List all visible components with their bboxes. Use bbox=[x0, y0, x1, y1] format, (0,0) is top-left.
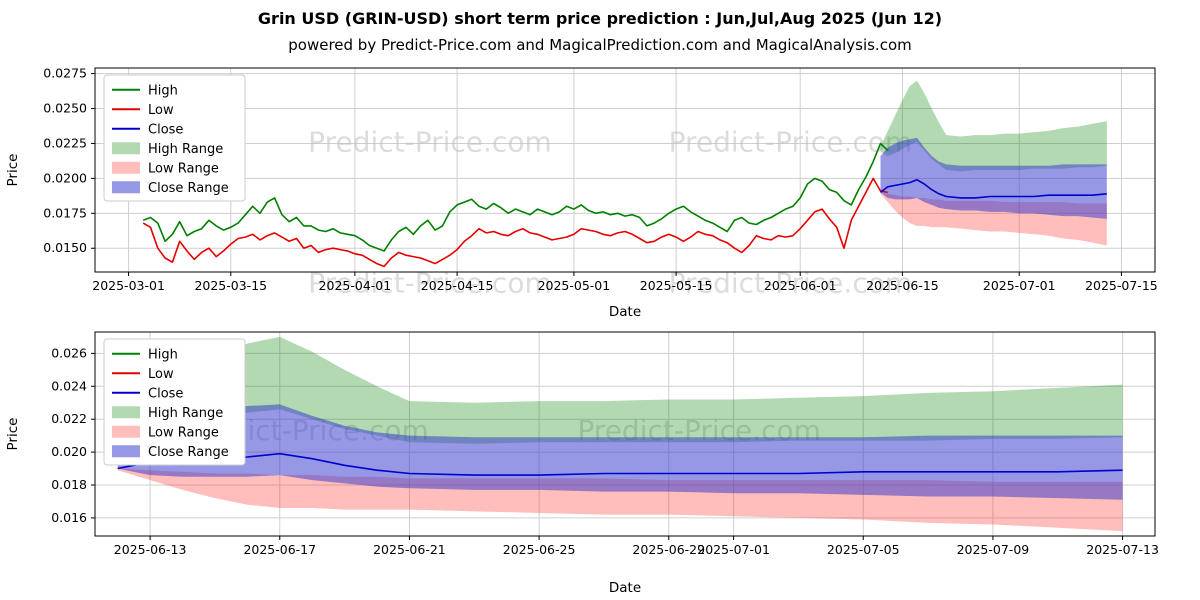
x-tick-label: 2025-06-15 bbox=[866, 278, 939, 293]
axes-frame bbox=[94, 331, 1156, 537]
y-tick-label: 0.0200 bbox=[43, 170, 87, 185]
y-axis-label: Price bbox=[5, 154, 21, 187]
legend-label: Low Range bbox=[148, 161, 219, 176]
top-chart: Predict-Price.com Predict-Price.comPredic… bbox=[0, 62, 1200, 324]
x-tick-label: 2025-03-01 bbox=[92, 278, 165, 293]
legend-swatch-high-range bbox=[112, 406, 140, 419]
x-tick-label: 2025-06-13 bbox=[114, 542, 187, 557]
y-tick-label: 0.024 bbox=[51, 378, 87, 393]
legend-label: Close Range bbox=[148, 445, 229, 460]
y-tick-label: 0.0150 bbox=[43, 240, 87, 255]
y-tick-label: 0.0275 bbox=[43, 66, 87, 81]
y-tick-label: 0.026 bbox=[51, 345, 87, 360]
axes-frame bbox=[94, 67, 1156, 273]
y-tick-label: 0.020 bbox=[51, 444, 87, 459]
chart-header: Grin USD (GRIN-USD) short term price pre… bbox=[0, 0, 1200, 62]
x-tick-label: 2025-07-15 bbox=[1085, 278, 1158, 293]
watermark: Predict-Price.com bbox=[669, 126, 913, 159]
legend-swatch-high-range bbox=[112, 142, 140, 155]
x-tick-label: 2025-06-29 bbox=[632, 542, 705, 557]
close-range-band bbox=[117, 404, 1123, 500]
y-tick-label: 0.0225 bbox=[43, 135, 87, 150]
x-tick-label: 2025-03-15 bbox=[194, 278, 267, 293]
low-line bbox=[142, 177, 888, 268]
legend-label: Low Range bbox=[148, 425, 219, 440]
legend-label: Low bbox=[148, 103, 174, 118]
y-tick-label: 0.016 bbox=[51, 510, 87, 525]
legend-box bbox=[103, 74, 246, 202]
legend-swatch-close-range bbox=[112, 445, 140, 458]
high-range-band bbox=[117, 336, 1123, 444]
high-range-band bbox=[880, 80, 1107, 172]
x-tick-label: 2025-07-01 bbox=[697, 542, 770, 557]
y-tick-label: 0.018 bbox=[51, 477, 87, 492]
x-tick-label: 2025-07-01 bbox=[983, 278, 1056, 293]
legend-label: Close bbox=[148, 122, 183, 137]
close-range-band bbox=[880, 137, 1107, 219]
y-axis-label: Price bbox=[5, 418, 21, 451]
legend-label: High bbox=[148, 347, 178, 362]
close-line bbox=[880, 179, 1107, 199]
x-axis-label: Date bbox=[609, 580, 641, 596]
x-tick-label: 2025-07-13 bbox=[1086, 542, 1159, 557]
legend-label: Low bbox=[148, 367, 174, 382]
watermark: Predict-Price.com bbox=[308, 126, 552, 159]
legend-label: High bbox=[148, 83, 178, 98]
x-tick-label: 2025-07-05 bbox=[827, 542, 900, 557]
x-tick-label: 2025-05-01 bbox=[538, 278, 611, 293]
legend-label: High Range bbox=[148, 142, 223, 157]
y-tick-label: 0.0250 bbox=[43, 101, 87, 116]
x-tick-label: 2025-06-21 bbox=[373, 542, 446, 557]
x-tick-label: 2025-06-17 bbox=[243, 542, 316, 557]
x-tick-label: 2025-04-15 bbox=[421, 278, 494, 293]
x-tick-label: 2025-07-09 bbox=[957, 542, 1030, 557]
legend-label: High Range bbox=[148, 406, 223, 421]
page-subtitle: powered by Predict-Price.com and Magical… bbox=[288, 36, 912, 55]
y-tick-label: 0.022 bbox=[51, 411, 87, 426]
x-tick-label: 2025-06-01 bbox=[764, 278, 837, 293]
high-line bbox=[142, 142, 889, 252]
legend-box bbox=[103, 338, 246, 466]
legend-swatch-low-range bbox=[112, 425, 140, 438]
legend-swatch-close-range bbox=[112, 181, 140, 194]
x-axis-label: Date bbox=[609, 304, 641, 320]
page-title: Grin USD (GRIN-USD) short term price pre… bbox=[257, 9, 943, 28]
y-tick-label: 0.0175 bbox=[43, 205, 87, 220]
legend-swatch-low-range bbox=[112, 161, 140, 174]
legend-label: Close bbox=[148, 386, 183, 401]
x-tick-label: 2025-05-15 bbox=[640, 278, 713, 293]
bottom-chart: Predict-Price.comPredict-Price.com2025-0… bbox=[0, 324, 1200, 600]
x-tick-label: 2025-04-01 bbox=[319, 278, 392, 293]
legend-label: Close Range bbox=[148, 181, 229, 196]
x-tick-label: 2025-06-25 bbox=[503, 542, 576, 557]
